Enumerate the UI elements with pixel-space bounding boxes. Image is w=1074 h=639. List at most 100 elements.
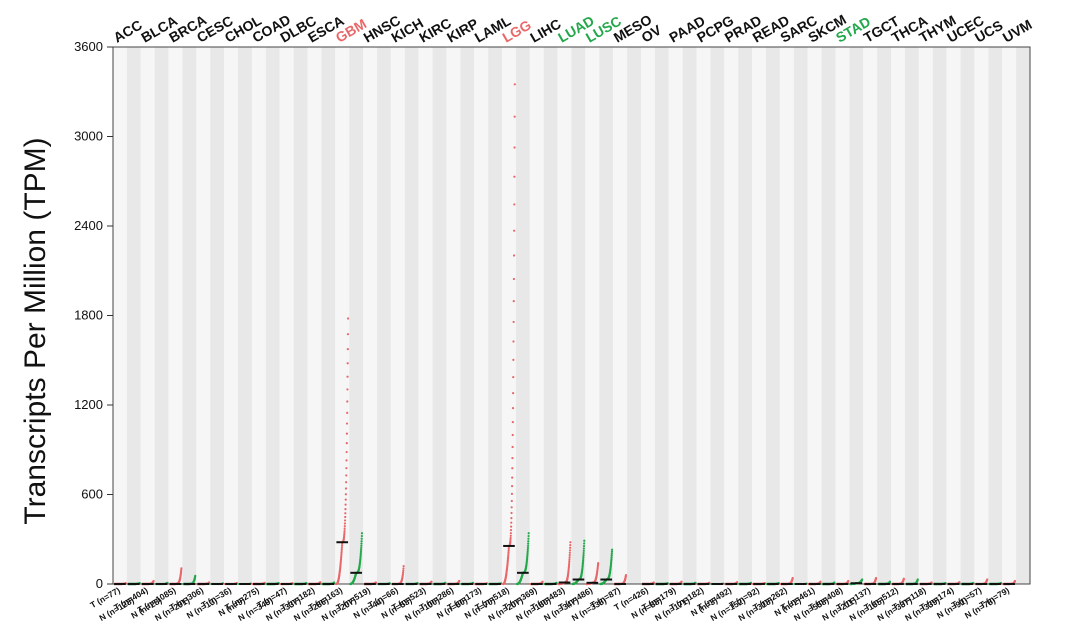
band-light bbox=[335, 47, 350, 584]
data-point bbox=[511, 407, 515, 410]
data-point bbox=[346, 348, 349, 351]
data-point bbox=[582, 557, 585, 561]
band-shade bbox=[126, 47, 141, 584]
band-light bbox=[446, 47, 461, 584]
data-point bbox=[359, 555, 362, 558]
data-point bbox=[509, 538, 512, 541]
data-point bbox=[509, 534, 512, 537]
data-point bbox=[346, 411, 349, 414]
data-point bbox=[194, 574, 197, 577]
band-light bbox=[390, 47, 405, 584]
band-light bbox=[835, 47, 850, 584]
data-point bbox=[512, 254, 516, 257]
data-point bbox=[791, 576, 794, 580]
data-point bbox=[510, 511, 513, 515]
data-point bbox=[527, 542, 530, 545]
data-point bbox=[345, 467, 348, 470]
data-point bbox=[345, 442, 348, 445]
data-point bbox=[861, 578, 864, 581]
band-shade bbox=[154, 47, 169, 584]
data-point bbox=[359, 552, 362, 555]
band-light bbox=[196, 47, 211, 584]
band-shade bbox=[488, 47, 503, 584]
band-shade bbox=[404, 47, 419, 584]
band-light bbox=[891, 47, 905, 584]
data-point bbox=[507, 554, 510, 557]
band-light bbox=[1002, 47, 1017, 584]
band-light bbox=[724, 47, 739, 584]
data-point bbox=[507, 551, 510, 554]
data-point bbox=[511, 467, 514, 470]
data-point bbox=[888, 580, 892, 583]
data-point bbox=[458, 579, 461, 583]
data-point bbox=[340, 556, 343, 559]
band-light bbox=[502, 47, 516, 584]
data-point bbox=[360, 544, 363, 547]
data-point bbox=[402, 571, 405, 574]
band-shade bbox=[932, 47, 947, 584]
data-point bbox=[510, 521, 513, 524]
data-point bbox=[343, 519, 347, 522]
data-point bbox=[319, 581, 322, 584]
band-light bbox=[752, 47, 767, 584]
data-point bbox=[568, 561, 571, 565]
data-point bbox=[344, 515, 347, 519]
data-point bbox=[511, 456, 514, 460]
data-point bbox=[340, 555, 343, 558]
data-point bbox=[512, 358, 515, 361]
data-point bbox=[582, 549, 585, 552]
band-shade bbox=[627, 47, 641, 584]
band-shade bbox=[515, 47, 530, 584]
band-shade bbox=[571, 47, 586, 584]
data-point bbox=[360, 537, 363, 540]
band-shade bbox=[599, 47, 614, 584]
data-point bbox=[736, 581, 739, 584]
data-point bbox=[582, 559, 585, 562]
data-point bbox=[344, 512, 347, 515]
data-point bbox=[847, 579, 850, 583]
data-point bbox=[344, 493, 347, 496]
data-point bbox=[343, 529, 346, 533]
data-point bbox=[180, 567, 183, 570]
data-point bbox=[360, 542, 363, 545]
data-point bbox=[509, 529, 513, 532]
data-point bbox=[511, 433, 514, 437]
data-point bbox=[507, 556, 510, 559]
band-shade bbox=[210, 47, 225, 584]
data-point bbox=[527, 537, 530, 540]
band-shade bbox=[877, 47, 892, 584]
data-point bbox=[345, 481, 348, 484]
data-point bbox=[513, 203, 516, 206]
band-light bbox=[279, 47, 294, 584]
data-point bbox=[509, 532, 512, 535]
band-shade bbox=[265, 47, 280, 584]
data-point bbox=[340, 551, 343, 554]
data-point bbox=[568, 549, 572, 552]
data-point bbox=[345, 450, 348, 454]
data-point bbox=[582, 551, 585, 555]
data-point bbox=[512, 375, 515, 379]
band-light bbox=[224, 47, 239, 584]
data-point bbox=[583, 539, 586, 542]
data-point bbox=[512, 300, 515, 303]
band-shade bbox=[321, 47, 336, 584]
band-light bbox=[613, 47, 628, 584]
data-point bbox=[340, 549, 343, 553]
data-point bbox=[874, 576, 878, 580]
data-point bbox=[346, 400, 349, 403]
data-point bbox=[359, 554, 362, 557]
data-point bbox=[510, 499, 513, 503]
data-point bbox=[581, 561, 585, 564]
data-point bbox=[511, 420, 514, 424]
data-point bbox=[343, 527, 346, 530]
data-point bbox=[510, 517, 513, 520]
band-light bbox=[363, 47, 377, 584]
data-point bbox=[507, 549, 510, 552]
background-bands bbox=[113, 47, 1030, 584]
data-point bbox=[541, 580, 544, 583]
band-shade bbox=[293, 47, 308, 584]
data-point bbox=[344, 487, 348, 490]
data-point bbox=[610, 559, 613, 562]
data-point bbox=[513, 83, 516, 86]
data-point bbox=[567, 563, 571, 566]
